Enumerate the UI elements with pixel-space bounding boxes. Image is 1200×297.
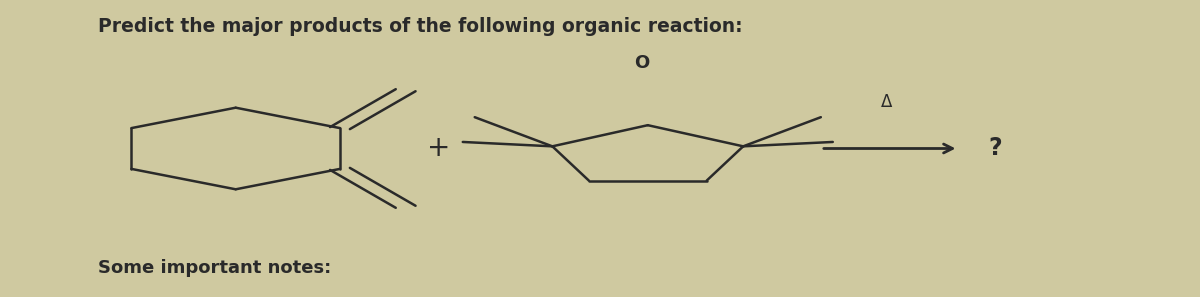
Text: Some important notes:: Some important notes: — [98, 259, 331, 277]
Text: Predict the major products of the following organic reaction:: Predict the major products of the follow… — [98, 17, 743, 36]
Text: ?: ? — [988, 137, 1002, 160]
Text: Δ: Δ — [881, 93, 893, 110]
Text: +: + — [427, 135, 450, 162]
Text: O: O — [634, 53, 649, 72]
